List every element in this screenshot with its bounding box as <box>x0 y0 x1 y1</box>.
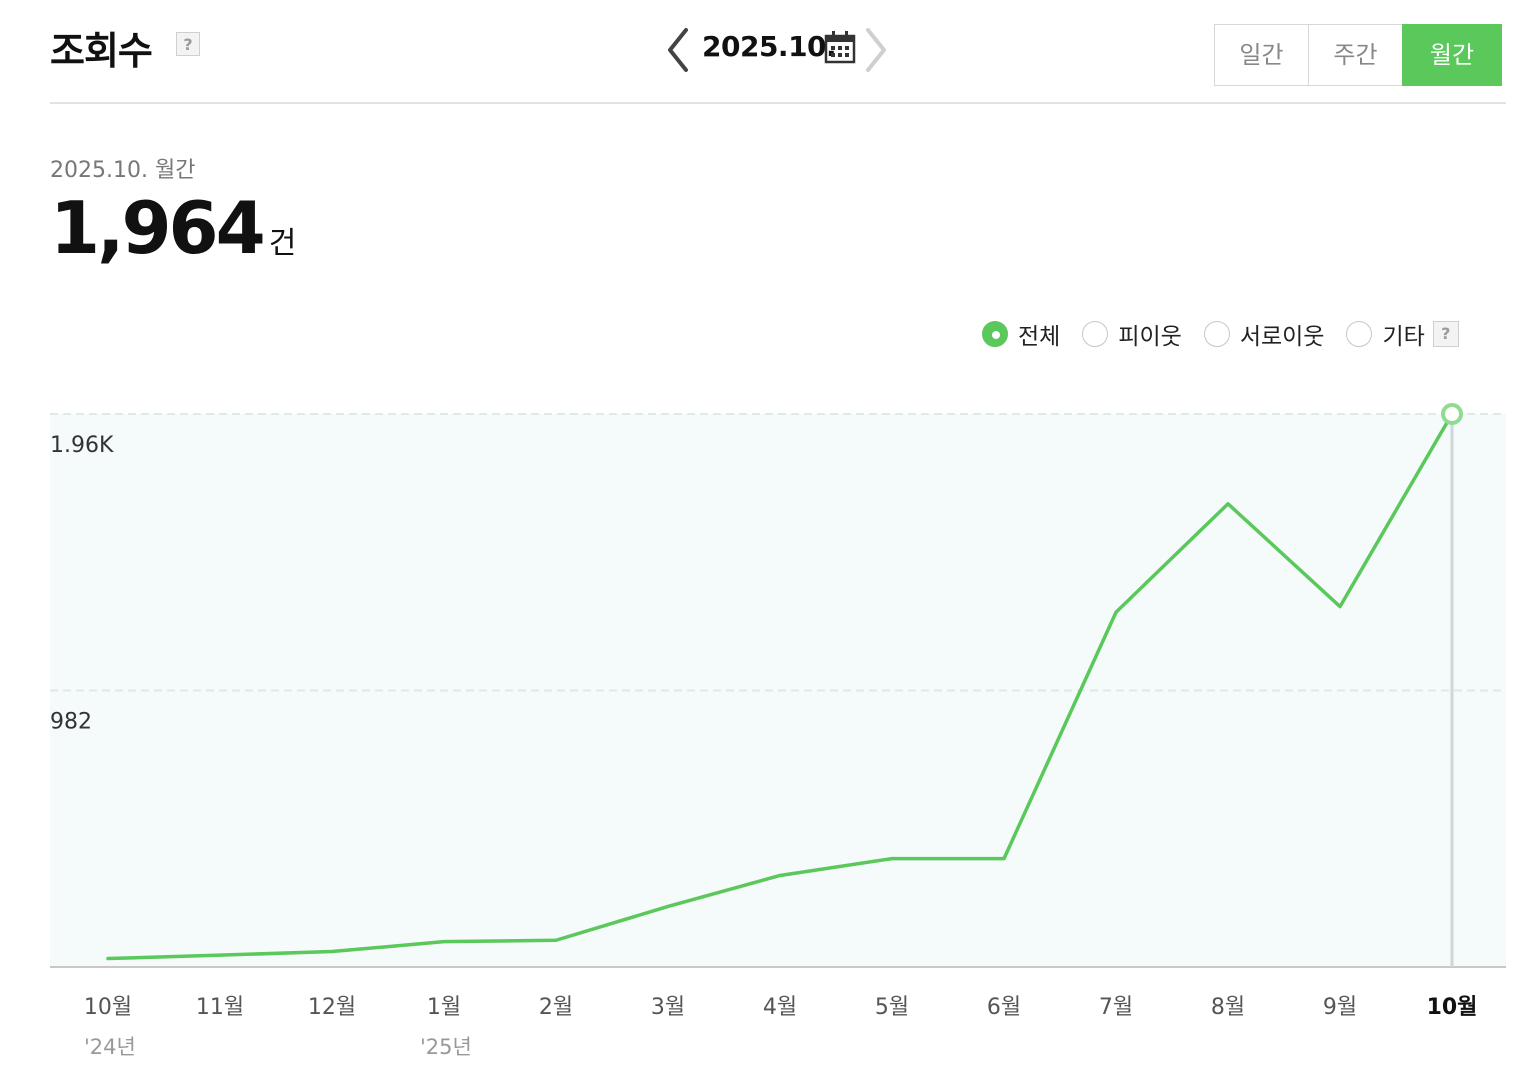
data-point-highlight <box>1441 403 1463 425</box>
tab-daily[interactable]: 일간 <box>1214 24 1309 86</box>
tab-weekly[interactable]: 주간 <box>1308 24 1403 86</box>
views-line-chart: 1.96K 982 10월 '24년 11월 12월 1월 '25년 2월 3월 4월 5월 6월 7월 8… <box>50 403 1506 1059</box>
radio-all[interactable] <box>982 321 1008 347</box>
filter-other-label: 기타 <box>1382 324 1425 350</box>
x-tick-label: 2월 <box>539 995 573 1020</box>
help-icon[interactable]: ? <box>1432 321 1459 347</box>
total-value: 1,964 <box>50 186 266 270</box>
x-tick-label: 1월 <box>427 995 461 1020</box>
x-tick-label: 12월 <box>308 995 356 1020</box>
chevron-right-icon[interactable] <box>860 26 892 74</box>
x-tick-label: 7월 <box>1099 995 1133 1020</box>
x-tick-label: 9월 <box>1323 995 1357 1020</box>
filter-all[interactable]: 전체 <box>982 317 1060 351</box>
y-tick-label: 1.96K <box>50 433 114 458</box>
header-divider <box>50 102 1506 104</box>
total-views: 1,964 건 <box>50 186 297 270</box>
filter-neighbor-label: 피이웃 <box>1118 324 1182 350</box>
x-year-label: '24년 <box>84 1035 136 1059</box>
radio-mutual[interactable] <box>1203 321 1230 347</box>
filter-mutual[interactable]: 서로이웃 <box>1203 317 1325 351</box>
x-year-label: '25년 <box>420 1035 472 1059</box>
x-tick-label: 4월 <box>763 995 797 1020</box>
filter-mutual-label: 서로이웃 <box>1239 324 1325 350</box>
date-navigator: 2025.10. <box>660 24 900 76</box>
total-unit: 건 <box>268 226 297 261</box>
x-tick-label: 10월 <box>84 995 132 1020</box>
radio-other[interactable] <box>1346 321 1373 347</box>
header: 조회수 ? 2025.10. 일간 주간 월간 <box>0 0 1526 104</box>
period-tabs: 일간 주간 월간 <box>1214 24 1502 88</box>
x-tick-label: 11월 <box>196 995 244 1020</box>
y-tick-label: 982 <box>50 710 92 735</box>
filter-neighbor[interactable]: 피이웃 <box>1082 317 1182 351</box>
x-tick-label: 10월 <box>1427 995 1478 1020</box>
radio-neighbor[interactable] <box>1082 321 1109 347</box>
chevron-left-icon[interactable] <box>662 26 694 74</box>
help-icon[interactable]: ? <box>176 32 200 56</box>
tab-monthly[interactable]: 월간 <box>1402 24 1502 86</box>
x-tick-label: 8월 <box>1211 995 1245 1020</box>
x-tick-label: 3월 <box>651 995 685 1020</box>
x-tick-label: 5월 <box>875 995 909 1020</box>
visitor-filter: 전체 피이웃 서로이웃 기타 ? <box>982 316 1459 352</box>
current-date[interactable]: 2025.10. <box>702 30 837 63</box>
x-tick-label: 6월 <box>987 995 1021 1020</box>
filter-all-label: 전체 <box>1018 324 1061 350</box>
series-line <box>106 412 1454 961</box>
period-label: 2025.10. 월간 <box>50 158 196 183</box>
filter-other[interactable]: 기타 <box>1346 317 1425 351</box>
calendar-icon[interactable] <box>824 30 856 64</box>
page-title: 조회수 <box>50 29 153 73</box>
